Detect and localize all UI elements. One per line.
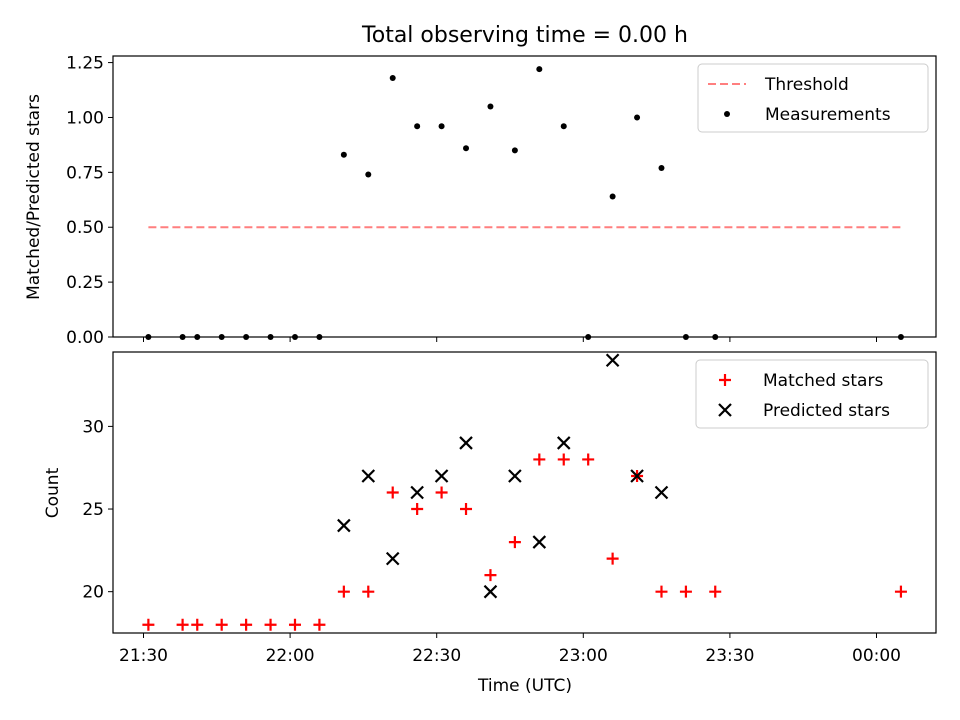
measurement-point (463, 145, 470, 152)
matched-star-point (386, 486, 399, 499)
predicted-star-point (532, 535, 547, 549)
predicted-star-point (556, 436, 571, 450)
measurement-point (365, 171, 372, 178)
y-tick-label: 0.75 (66, 163, 104, 183)
matched-star-point (460, 503, 473, 516)
top-y-axis-label: Matched/Predicted stars (24, 94, 44, 300)
measurement-point (634, 114, 641, 121)
y-tick-label: 0.00 (66, 328, 104, 348)
matched-star-point (894, 585, 907, 598)
legend: Matched stars Predicted stars (695, 359, 929, 429)
x-tick-label: 22:30 (412, 646, 461, 666)
matched-star-point (313, 618, 326, 631)
matched-star-point (362, 585, 375, 598)
matched-star-point (679, 585, 692, 598)
predicted-star-point (483, 584, 498, 599)
matched-star-point (484, 569, 497, 582)
matched-star-point (411, 503, 424, 516)
matched-star-point (142, 618, 155, 631)
measurement-point (609, 193, 616, 200)
chart-title: Total observing time = 0.00 h (361, 23, 688, 48)
matched-star-point (606, 552, 619, 565)
predicted-star-point (459, 436, 473, 450)
predicted-star-point (508, 469, 522, 483)
measurement-point (438, 123, 445, 130)
measurement-point (487, 103, 494, 110)
x-axis-label: Time (UTC) (477, 676, 572, 696)
legend: Threshold Measurements (697, 63, 929, 133)
measurement-point (414, 123, 421, 130)
legend-label: Measurements (765, 105, 891, 125)
matched-star-point (215, 618, 228, 631)
y-tick-label: 20 (82, 583, 104, 603)
matched-star-point (533, 453, 546, 466)
matched-star-point (337, 585, 350, 598)
y-tick-label: 1.00 (66, 108, 104, 128)
top-panel: 0.00 0.25 0.50 0.75 1.00 1.25 Threshold Measure… (66, 54, 937, 348)
predicted-star-point (605, 353, 620, 368)
measurement-point (658, 164, 665, 171)
y-tick-label: 0.25 (66, 273, 104, 293)
legend-label: Threshold (764, 75, 849, 95)
matched-star-point (508, 536, 521, 549)
legend-label: Matched stars (763, 371, 883, 391)
measurement-point (340, 151, 347, 158)
legend-box (695, 359, 929, 429)
plot-frame (112, 55, 937, 338)
predicted-star-point (337, 518, 351, 533)
legend-box (697, 63, 929, 133)
matched-star-point (655, 585, 668, 598)
legend-matched-swatch (719, 374, 731, 386)
matched-star-point (709, 585, 722, 598)
y-tick-label: 25 (82, 500, 104, 520)
legend-label: Predicted stars (763, 401, 890, 421)
measurement-point (389, 74, 396, 81)
matched-star-point (176, 618, 189, 631)
measurement-point (511, 147, 518, 154)
predicted-star-point (654, 485, 669, 500)
x-tick-label: 23:30 (705, 646, 754, 666)
y-tick-label: 30 (82, 417, 104, 437)
predicted-star-point (410, 485, 424, 500)
x-tick-label: 00:00 (852, 646, 901, 666)
x-tick-label: 23:00 (559, 646, 608, 666)
matched-star-point (435, 486, 448, 499)
y-tick-label: 0.50 (66, 218, 104, 238)
matched-star-point (264, 618, 277, 631)
matched-star-point (557, 453, 570, 466)
matched-star-point (240, 618, 253, 631)
plot-frame (112, 351, 937, 634)
matched-star-point (191, 618, 204, 631)
bottom-panel: 20 25 30 21:30 22:00 22:30 23:00 23:30 00:00 Matc… (82, 351, 937, 666)
predicted-star-point (434, 469, 449, 483)
x-tick-label: 22:00 (266, 646, 315, 666)
predicted-star-point (361, 469, 376, 483)
legend-predicted-swatch (718, 403, 732, 417)
measurement-point (536, 66, 543, 73)
matched-star-point (288, 618, 301, 631)
bottom-y-axis-label: Count (43, 467, 63, 518)
legend-measurement-swatch (724, 111, 730, 117)
predicted-star-point (385, 551, 400, 566)
x-tick-label: 21:30 (119, 646, 168, 666)
measurement-point (560, 123, 567, 130)
predicted-star-point (630, 469, 644, 483)
y-tick-label: 1.25 (66, 54, 104, 74)
matched-star-point (582, 453, 595, 466)
